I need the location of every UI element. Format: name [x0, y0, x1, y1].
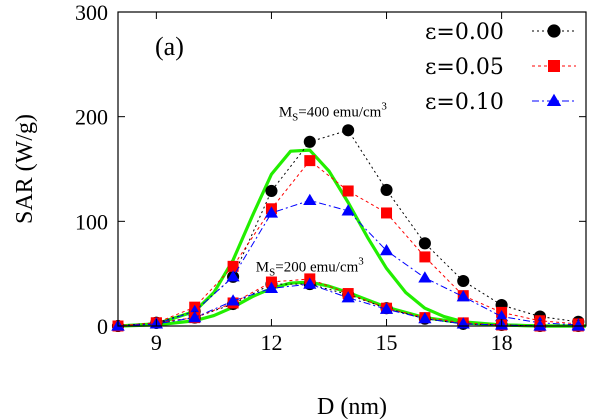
data-point: [264, 281, 279, 293]
x-tick-label: 15: [376, 330, 398, 355]
data-point: [342, 124, 355, 137]
data-point: [533, 319, 547, 331]
plot-frame: [117, 11, 587, 327]
data-point: [342, 185, 354, 197]
legend-label: ε=0.00: [425, 20, 504, 45]
data-point: [227, 260, 239, 272]
data-point: [226, 270, 240, 282]
annotation-label: MS=400 emu/cm3: [279, 101, 388, 124]
data-point: [381, 207, 393, 219]
y-tick-label: 300: [75, 0, 108, 25]
data-point: [341, 204, 355, 216]
data-point: [188, 311, 202, 323]
y-tick-label: 100: [75, 209, 108, 234]
data-point: [418, 312, 432, 324]
data-point: [265, 184, 278, 198]
data-point: [457, 274, 470, 288]
legend-label: ε=0.10: [425, 90, 504, 115]
panel-label: (a): [155, 32, 184, 61]
data-series: [111, 124, 585, 333]
data-point: [456, 290, 470, 302]
data-point: [304, 155, 316, 167]
data-point: [418, 237, 431, 250]
series-square: [112, 155, 584, 332]
data-point: [303, 193, 317, 206]
x-tick-label: 12: [260, 330, 282, 355]
y-tick-label: 0: [97, 314, 108, 339]
data-point: [380, 183, 393, 196]
x-tick-label: 9: [151, 330, 162, 355]
y-tick-label: 200: [75, 105, 108, 130]
annotation-label: MS=200 emu/cm3: [256, 256, 365, 279]
series-line: [117, 278, 579, 327]
x-tick-label: 18: [491, 330, 513, 355]
annotations: MS=400 emu/cm3 MS=200 emu/cm3: [256, 101, 388, 279]
legend-marker: [548, 60, 560, 72]
legend-marker: [546, 93, 562, 107]
data-point: [341, 291, 355, 303]
data-point: [379, 302, 394, 314]
data-point: [264, 206, 279, 218]
data-point: [303, 135, 316, 148]
data-point: [571, 319, 585, 331]
data-point: [379, 244, 394, 256]
legend: ε=0.00 ε=0.05 ε=0.10: [425, 20, 576, 115]
data-point: [303, 277, 317, 289]
legend-marker: [547, 24, 561, 38]
x-axis-title: D (nm): [317, 394, 387, 419]
data-point: [419, 251, 431, 263]
legend-label: ε=0.05: [425, 55, 504, 80]
data-point: [226, 294, 240, 306]
y-axis-title: SAR (W/g): [12, 114, 38, 224]
axis-ticks: 9 12 15 18 0 100 200 300: [75, 0, 586, 355]
data-point: [418, 271, 432, 283]
data-point: [495, 309, 509, 322]
